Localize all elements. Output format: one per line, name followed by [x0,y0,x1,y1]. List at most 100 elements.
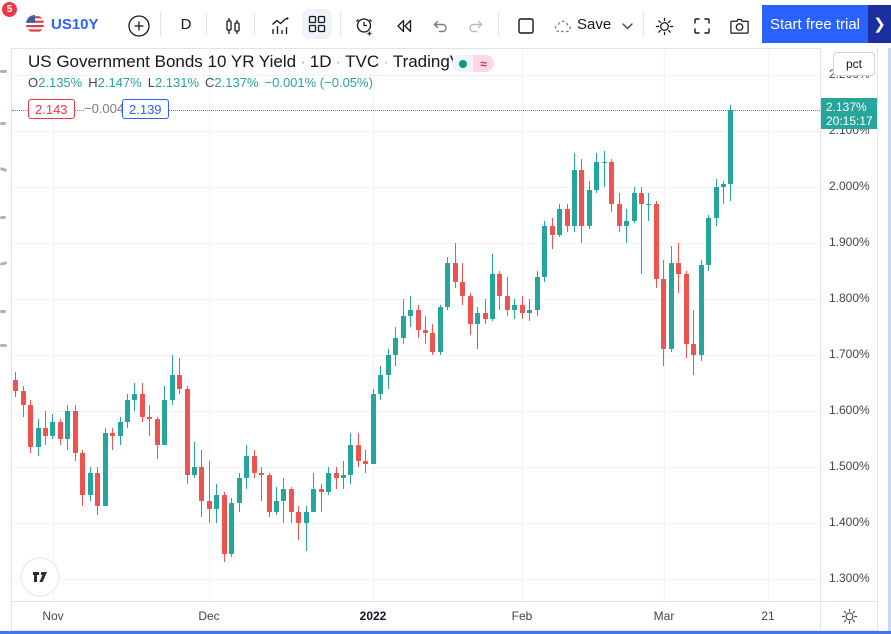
candle-body [706,217,712,266]
redo-button[interactable] [464,14,488,38]
tradingview-logo[interactable] [20,557,60,597]
candle-body [169,374,175,400]
price-axis-label: 1.900% [829,235,870,249]
divider [254,12,255,36]
price-axis-label: 1.400% [829,515,870,529]
candle-body [229,503,235,554]
price-axis-label: 1.300% [829,571,870,585]
candle-body [653,203,659,280]
time-axis[interactable]: Nov Dec 2022 Feb Mar 21 [12,601,820,631]
alert-button[interactable] [352,14,376,38]
interval-button[interactable]: D [180,15,192,33]
candle-body [80,453,86,495]
time-axis-label: 21 [761,609,775,623]
notification-badge[interactable]: 5 [2,2,17,17]
candle-body [467,296,473,325]
indicators-button[interactable] [268,14,292,38]
top-toolbar: 5 US10Y D [0,0,891,49]
price-axis-label: 1.700% [829,347,870,361]
candle-body [35,427,41,448]
compare-add-button[interactable] [127,14,151,38]
next-panel-chevron[interactable]: ❯ [868,5,891,43]
screenshot-button[interactable] [727,14,751,38]
candle-wick [365,450,367,473]
candle-wick [149,405,151,437]
start-free-trial-button[interactable]: Start free trial [762,5,868,43]
candle-body [20,391,26,406]
candle-body [460,282,466,297]
close-value: 2.137% [214,75,259,90]
candle-body [609,161,615,204]
gridline-vertical [522,48,523,601]
candle-body [616,203,622,227]
exchange-label: TVC [345,52,380,71]
gridline-horizontal [12,355,820,356]
candle-wick [693,310,695,375]
last-price-line [12,110,820,111]
candle-body [266,475,272,512]
candle-body [542,226,548,277]
candle-body [668,262,674,350]
cloud-dashed-icon [553,16,573,36]
candle-wick [722,181,724,204]
price-change-tag: −0.004 [84,101,125,116]
candle-body [259,472,265,476]
candle-body [408,310,414,316]
candle-wick [603,150,605,187]
symbol-title: US Government Bonds 10 YR Yield [28,52,297,71]
chart-legend: US Government Bonds 10 YR Yield · 1D · TVC · T… [28,52,486,72]
candle-body [452,262,458,283]
candle-body [720,184,726,187]
candle-body [184,388,190,476]
undo-button[interactable] [428,14,452,38]
candle-wick [112,427,114,451]
candle-wick [477,307,479,350]
symbol-search-button[interactable]: US10Y [26,0,99,48]
candle-body [639,192,645,204]
save-menu-button[interactable] [615,14,639,38]
candle-wick [208,461,210,523]
candle-body [482,313,488,319]
tv-logo-icon [33,572,47,582]
candle-wick [335,467,337,490]
gridline-horizontal [12,187,820,188]
candle-body [348,444,354,476]
chart-style-button[interactable] [221,14,245,38]
candle-body [311,489,317,512]
settings-button[interactable] [652,14,676,38]
ask-price-tag: 2.139 [122,99,169,119]
candle-body [564,209,570,227]
candle-body [192,467,198,476]
save-button[interactable]: Save [577,15,612,33]
gridline-vertical [373,48,374,601]
indicators-icon [269,15,291,37]
fullscreen-button[interactable] [690,14,714,38]
cloud-save-status[interactable] [551,14,575,38]
chart-pane[interactable] [12,48,820,601]
candle-body [65,411,71,439]
layout-grid-button[interactable] [302,9,332,39]
market-open-dot [452,55,473,72]
candle-body [288,489,294,512]
price-unit-button[interactable]: pct [833,52,875,76]
chevron-down-icon [621,22,633,30]
drawing-toolbar-edge[interactable] [0,48,12,634]
last-price-value: 2.137% [826,99,867,114]
axis-settings-corner[interactable] [820,601,878,631]
candle-body [445,262,451,308]
candle-body [28,405,34,448]
candle-body [110,433,116,437]
market-status-pill[interactable]: ≈ [452,55,494,72]
grid-layout-icon [307,14,327,34]
candle-body [281,489,287,501]
price-axis[interactable]: 2.200%2.100%2.000%1.900%1.800%1.700%1.60… [820,48,878,601]
bar-replay-button[interactable] [392,14,416,38]
layout-select-button[interactable] [514,14,538,38]
divider [340,12,341,36]
low-value: 2.131% [154,75,200,90]
gear-icon [654,16,675,37]
fullscreen-brackets-icon [692,16,712,36]
delayed-data-badge: ≈ [473,55,494,72]
candle-body [601,161,607,163]
chart-title-row[interactable]: US Government Bonds 10 YR Yield · 1D · TVC · T… [28,52,487,71]
